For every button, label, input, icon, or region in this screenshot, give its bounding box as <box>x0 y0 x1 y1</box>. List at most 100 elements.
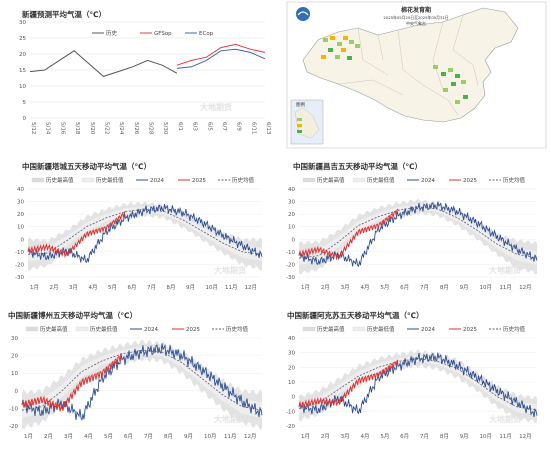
changji-title: 中国新疆昌吉五天移动平均气温（℃） <box>293 162 423 171</box>
crop-stage-patch <box>448 68 453 72</box>
historical-range-band <box>22 338 262 430</box>
y-tick-label: 30 <box>17 200 24 206</box>
x-tick-label: 6/5 <box>206 122 212 131</box>
x-tick-label: 6/11 <box>250 122 256 134</box>
crop-stage-patch <box>349 40 354 44</box>
legend-label: 历史 <box>106 29 118 37</box>
x-tick-label: 6月 <box>400 284 409 291</box>
y-tick-label: -10 <box>15 250 24 256</box>
legend-swatch <box>302 177 316 183</box>
series-line-GFSop <box>176 43 266 66</box>
y-tick-label: 0 <box>292 237 296 243</box>
x-tick-label: 2月 <box>321 433 330 440</box>
x-tick-label: 12月 <box>519 284 532 291</box>
map-panel: 图例 棉花发育期 2025年05月25日至2025年05月31日 中央气象台 <box>283 0 550 150</box>
crop-stage-patch <box>461 80 466 84</box>
legend-label: 历史均值 <box>226 325 249 333</box>
y-tick-label: 40 <box>17 187 24 193</box>
x-tick-label: 5/26 <box>133 122 139 135</box>
crop-stage-patch <box>451 82 456 86</box>
china-map: 图例 棉花发育期 2025年05月25日至2025年05月31日 中央气象台 <box>286 1 547 149</box>
crop-stage-patch <box>347 56 352 60</box>
series-line-2024 <box>27 203 263 264</box>
crop-stage-patch <box>335 55 340 59</box>
aksu-title: 中国新疆阿克苏五天移动平均气温（℃） <box>287 311 424 320</box>
series-line-ECop <box>176 48 266 69</box>
legend-label: 历史均值 <box>503 325 526 333</box>
crop-stage-patch <box>321 55 326 59</box>
forecast-panel: 新疆预测平均气温（℃） 0 5 10 15 20 25 30 5/12 5/14 5/16 5/18… <box>0 0 275 150</box>
x-tick-label: 8月 <box>164 433 173 440</box>
legend-label: ECop <box>199 31 214 37</box>
x-tick-label: 3月 <box>341 284 350 291</box>
x-tick-label: 5月 <box>108 284 117 291</box>
x-tick-label: 2月 <box>50 284 59 291</box>
x-tick-label: 2月 <box>44 433 53 440</box>
x-tick-label: 4月 <box>361 284 370 291</box>
series-line-历史 <box>29 50 178 77</box>
legend-swatch <box>31 177 45 183</box>
legend-label: 历史最低值 <box>367 176 395 184</box>
legend-label: 历史最高值 <box>46 176 74 184</box>
x-tick-label: 1月 <box>24 433 33 440</box>
watermark: 大地期货 <box>200 102 232 112</box>
x-tick-label: 11月 <box>224 433 237 440</box>
y-tick-label: 5 <box>23 100 27 106</box>
y-tick-label: 0 <box>15 389 19 395</box>
x-tick-label: 6月 <box>400 433 409 440</box>
forecast-title: 新疆预测平均气温（℃） <box>22 10 107 19</box>
x-tick-label: 10月 <box>480 284 493 291</box>
y-tick-label: 20 <box>19 52 26 58</box>
bozhou-chart: -20 -10 0 10 20 30 1月 2月 3月 4月 5月 6月 7月 8月 9月 10月 11月 12月… <box>9 325 263 440</box>
changji-chart: -30 -20 -10 0 10 20 30 40 1月 2月 3月 4月 5月 6月 7月 8月 9月 10月 1… <box>286 176 538 291</box>
y-tick-label: 20 <box>288 365 295 371</box>
x-tick-label: 11月 <box>499 284 512 291</box>
x-tick-label: 5/28 <box>148 122 154 135</box>
series-line-2024 <box>21 343 263 421</box>
y-tick-label: -30 <box>286 275 295 281</box>
y-tick-label: 20 <box>288 212 295 218</box>
tacheng-title: 中国新疆塔城五天移动平均气温（℃） <box>22 162 152 171</box>
x-tick-label: 5/16 <box>59 122 65 135</box>
legend-label: 2024 <box>144 327 158 333</box>
legend-label: 历史最低值 <box>96 176 124 184</box>
forecast-chart: 0 5 10 15 20 25 30 5/12 5/14 5/16 5/18 5/20 5/22 5/24… <box>19 20 271 135</box>
x-tick-label: 9月 <box>186 284 195 291</box>
legend-label: 历史最低值 <box>90 325 118 333</box>
x-tick-label: 8月 <box>167 284 176 291</box>
x-tick-label: 5/30 <box>162 122 168 135</box>
y-tick-label: 30 <box>288 200 295 206</box>
x-tick-label: 1月 <box>301 433 310 440</box>
y-tick-label: -10 <box>286 409 295 415</box>
y-tick-label: 0 <box>21 237 25 243</box>
y-tick-label: -20 <box>15 262 24 268</box>
legend-swatch <box>352 177 366 183</box>
x-tick-label: 5/24 <box>118 122 124 135</box>
x-tick-label: 7月 <box>147 284 156 291</box>
x-tick-label: 12月 <box>519 433 532 440</box>
series-line-2025 <box>298 359 399 410</box>
y-tick-label: -10 <box>286 250 295 256</box>
series-line-2025 <box>298 208 399 261</box>
historical-min-band <box>22 346 262 419</box>
watermark: 大地期货 <box>489 414 521 424</box>
bozhou-panel: 中国新疆博州五天移动平均气温（℃） -20 -10 0 10 20 30 1月 2月 3月 4月 5… <box>0 304 275 449</box>
x-tick-label: 6/13 <box>265 122 271 135</box>
y-tick-label: 15 <box>19 68 26 74</box>
x-tick-label: 4月 <box>361 433 370 440</box>
crop-stage-patch <box>341 48 346 52</box>
province-lines <box>337 14 479 116</box>
x-tick-label: 5/20 <box>89 122 95 135</box>
x-tick-label: 6月 <box>124 433 133 440</box>
crop-stage-patch <box>337 42 342 46</box>
crop-stage-patch <box>433 65 438 69</box>
x-tick-label: 10月 <box>204 433 217 440</box>
historical-range-band <box>299 198 537 275</box>
x-tick-label: 7月 <box>420 433 429 440</box>
map-org: 中央气象台 <box>406 20 426 26</box>
x-tick-label: 6/7 <box>221 122 227 131</box>
y-tick-label: 10 <box>288 225 295 231</box>
historical-average-line <box>27 208 263 255</box>
changji-panel: 中国新疆昌吉五天移动平均气温（℃） -30 -20 -10 0 10 20 30 40 1月 2月… <box>275 155 550 300</box>
x-tick-label: 5月 <box>104 433 113 440</box>
